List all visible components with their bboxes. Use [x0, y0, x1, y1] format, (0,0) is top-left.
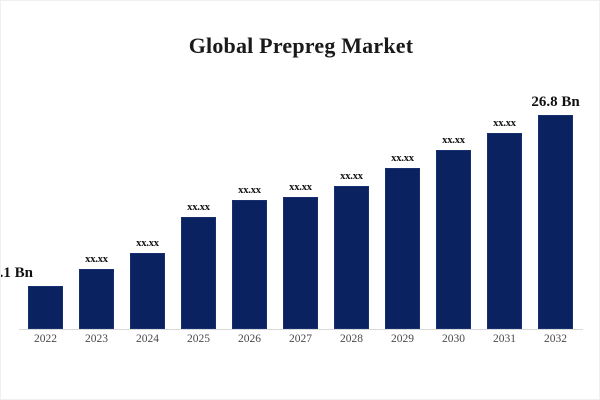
bar-value-label-2029: xx.xx: [391, 153, 414, 164]
bar-rect-2023: [79, 269, 114, 329]
bar-rect-2032: [538, 115, 573, 329]
bar-value-label-2028: xx.xx: [340, 171, 363, 182]
category-label-2032: 2032: [544, 333, 567, 345]
bar-rect-2031: [487, 133, 522, 329]
category-label-2025: 2025: [187, 333, 210, 345]
category-axis: 2022 2023 2024 2025 2026 2027 2028 2029 2030 2031…: [1, 333, 599, 357]
bar-rect-2022: [28, 286, 63, 329]
category-label-2024: 2024: [136, 333, 159, 345]
bar-value-label-2027: xx.xx: [289, 182, 312, 193]
category-label-2028: 2028: [340, 333, 363, 345]
bar-value-label-2030: xx.xx: [442, 135, 465, 146]
bar-rect-2029: [385, 168, 420, 329]
category-axis-line: [19, 329, 583, 330]
bar-rect-2030: [436, 150, 471, 329]
bar-rect-2027: [283, 197, 318, 329]
bar-value-label-2022: 13.1 Bn: [0, 265, 33, 281]
bar-value-label-2023: xx.xx: [85, 254, 108, 265]
category-label-2029: 2029: [391, 333, 414, 345]
bar-value-label-2031: xx.xx: [493, 118, 516, 129]
category-label-2023: 2023: [85, 333, 108, 345]
category-label-2027: 2027: [289, 333, 312, 345]
category-label-2031: 2031: [493, 333, 516, 345]
bar-rect-2028: [334, 186, 369, 329]
bar-value-label-2032: 26.8 Bn: [531, 94, 580, 110]
category-label-2030: 2030: [442, 333, 465, 345]
bar-value-label-2025: xx.xx: [187, 202, 210, 213]
plot-area: 13.1 Bn xx.xx xx.xx xx.xx xx.xx xx.xx xx.xx xx.…: [0, 81, 599, 331]
bar-rect-2024: [130, 253, 165, 329]
bar-rect-2025: [181, 217, 216, 329]
bar-rect-2026: [232, 200, 267, 329]
page-title: Global Prepreg Market: [188, 33, 414, 58]
bar-value-label-2024: xx.xx: [136, 238, 159, 249]
category-label-2022: 2022: [34, 333, 57, 345]
bar-value-label-2026: xx.xx: [238, 185, 261, 196]
category-label-2026: 2026: [238, 333, 261, 345]
